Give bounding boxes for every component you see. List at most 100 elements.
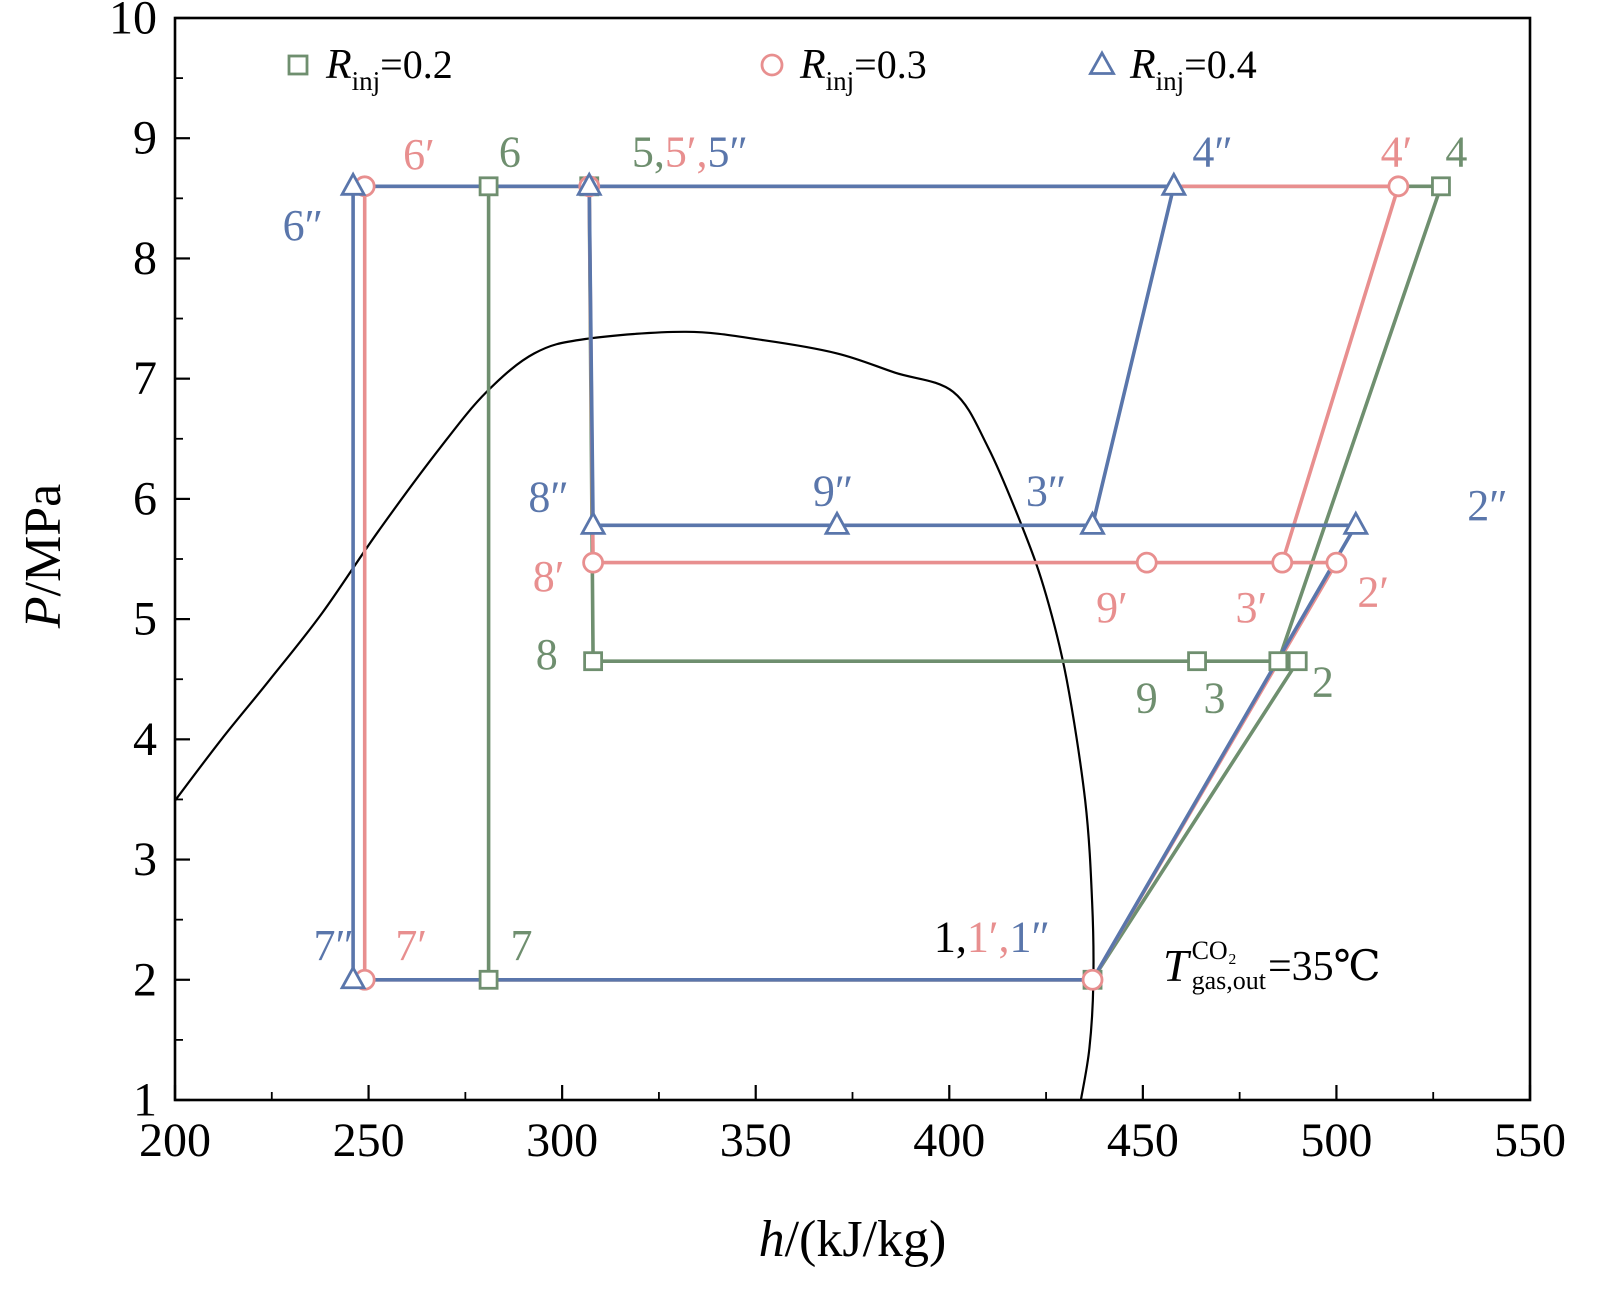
legend-item-rinj-0.3: Rinj=0.3 [752,42,927,95]
y-tick-label: 3 [133,833,157,886]
annotation-symbol: T [1163,939,1189,991]
cycle-line [587,186,1283,565]
cycle-Rinj=0.2 [486,184,1443,982]
x-tick-label: 350 [720,1114,792,1167]
marker-circle [1387,175,1410,198]
y-tick-label: 4 [133,713,157,766]
gas-outlet-temperature-annotation: T CO₂ gas,out =35℃ [1163,936,1381,996]
point-label: 1,1′,1″ [934,912,1050,961]
marker-triangle [823,510,851,535]
marker-triangle [579,510,607,535]
marker-square [1268,651,1289,672]
y-tick-label: 9 [133,112,157,165]
legend-label: Rinj=0.3 [800,42,927,95]
point-label: 7′ [395,920,427,969]
point-label: 6″ [283,200,323,249]
legend-subscript: inj [825,66,855,96]
legend-label: Rinj=0.2 [326,42,453,95]
point-label: 4″ [1192,127,1232,176]
legend-item-rinj-0.4: Rinj=0.4 [1082,42,1257,95]
marker-square [1287,651,1308,672]
point-label: 9″ [813,466,853,515]
legend-square-marker-icon [287,54,309,76]
marker-circle [1081,968,1104,991]
marker-square [583,651,604,672]
marker-triangle [1342,510,1370,535]
marker-circle [582,551,605,574]
x-tick-label: 250 [333,1114,405,1167]
point-label: 3 [1204,673,1226,722]
marker-triangle [339,171,367,196]
marker-circle [1135,551,1158,574]
x-tick-label: 500 [1300,1114,1372,1167]
y-tick-label: 1 [133,1074,157,1127]
cycle-line [587,186,1093,528]
point-label: 9′ [1096,583,1128,632]
x-axis-title: h/(kJ/kg) [175,1214,1530,1266]
point-label: 8′ [533,551,565,600]
legend-circle-marker-icon [760,53,784,77]
annotation-superscript: CO₂ [1191,936,1237,965]
point-label: 4′ [1381,127,1413,176]
legend-value: =0.4 [1184,42,1257,87]
y-axis-title: P/MPa [15,406,72,706]
point-label: 6′ [403,129,435,178]
point-label: 9 [1136,673,1158,722]
marker-triangle [1160,171,1188,196]
point-label: 4 [1445,127,1467,176]
point-label: 3′ [1235,583,1267,632]
point-label: 2′ [1357,567,1389,616]
y-tick-label: 5 [133,593,157,646]
marker-square [1431,176,1451,197]
marker-circle [1271,551,1294,574]
x-tick-label: 300 [526,1114,598,1167]
marker-triangle [339,964,367,990]
triangle-marker-glyph [1088,50,1116,75]
x-tick-label: 550 [1494,1114,1566,1167]
circle-marker-glyph [760,53,784,77]
marker-triangle [575,171,603,196]
legend-subscript: inj [1155,66,1185,96]
marker-circle [1325,551,1348,574]
saturation-dome-curve [174,330,1095,1101]
point-label: 5,5′,5″ [632,127,748,176]
legend-symbol: R [1130,42,1156,88]
annotation-value: =35℃ [1267,944,1381,991]
annotation-subscript: gas,out [1191,965,1266,995]
point-label: 8″ [528,472,568,521]
marker-square [1187,651,1207,672]
legend-item-rinj-0.2: Rinj=0.2 [278,42,453,95]
y-tick-label: 2 [133,953,157,1006]
point-label: 6 [499,127,521,176]
y-tick-label: 7 [133,352,157,405]
point-label: 2″ [1467,480,1507,529]
y-tick-label: 6 [133,472,157,525]
x-axis-units: /(kJ/kg) [784,1211,947,1268]
x-axis-symbol: h [758,1211,785,1268]
legend-symbol: R [800,42,826,88]
x-tick-label: 400 [913,1114,985,1167]
point-label: 7 [511,920,533,969]
legend-subscript: inj [351,66,381,96]
x-tick-label: 200 [139,1114,211,1167]
cycle-line [486,184,1443,982]
cycle-line [351,184,1358,982]
legend-label: Rinj=0.4 [1130,42,1257,95]
x-tick-label: 450 [1107,1114,1179,1167]
square-marker-glyph [287,54,309,76]
point-label: 7″ [314,920,354,969]
cycle-line [587,186,1279,663]
legend-symbol: R [326,42,352,88]
markers-Rinj=0.4 [339,171,1370,990]
marker-triangle [1079,510,1106,535]
annotation-supsub: CO₂ gas,out [1192,936,1266,996]
marker-square [478,176,499,197]
point-labels: 6′ 6 5,5′,5″ 4″ 4′ 4 6″ 8″ 9″ 3″ 2″ 8′ 9′ 3′ 2′ 8 9 3 2 7″ 7… [283,127,1508,970]
legend-value: =0.3 [854,42,927,87]
y-axis-units: /MPa [15,483,72,597]
legend-value: =0.2 [380,42,453,87]
y-axis-symbol: P [15,596,72,629]
marker-square [478,969,499,990]
cycle-Rinj=0.4 [351,184,1358,982]
